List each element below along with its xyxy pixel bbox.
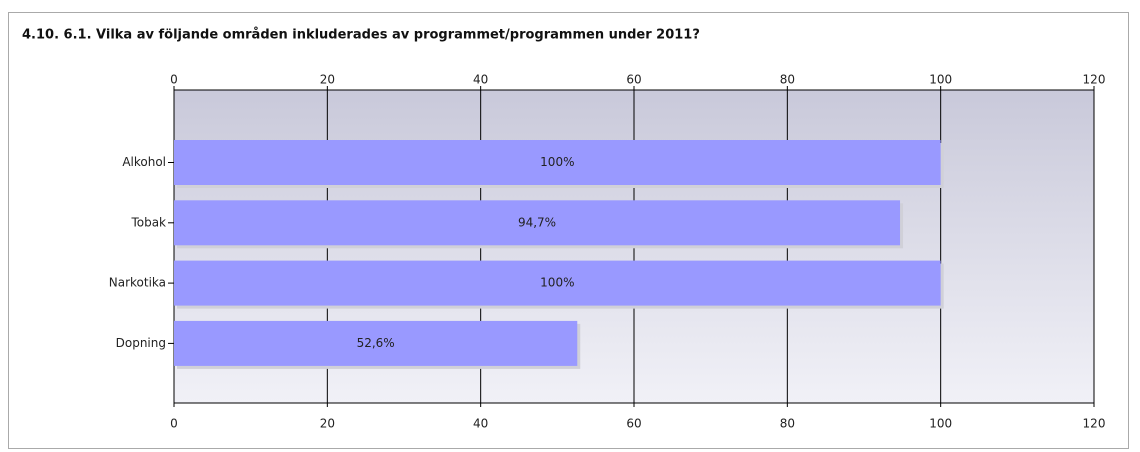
x-tick-label: 0 — [170, 73, 178, 87]
x-tick-label: 60 — [626, 417, 641, 431]
bar — [174, 260, 941, 306]
bar — [174, 140, 941, 185]
y-tick-label: Dopning — [116, 336, 166, 350]
y-tick-label: Alkohol — [122, 155, 166, 169]
value-label: 100% — [540, 276, 574, 290]
y-tick-label: Tobak — [130, 215, 166, 229]
x-tick-label: 80 — [780, 417, 795, 431]
x-tick-label: 100 — [929, 417, 952, 431]
x-tick-label: 20 — [320, 417, 335, 431]
x-tick-label: 100 — [929, 73, 952, 87]
x-tick-label: 120 — [1083, 417, 1106, 431]
value-label: 52,6% — [357, 336, 395, 350]
x-tick-label: 0 — [170, 417, 178, 431]
value-label: 94,7% — [518, 215, 556, 229]
x-tick-label: 40 — [473, 73, 488, 87]
x-tick-label: 120 — [1083, 73, 1106, 87]
chart-title: 4.10. 6.1. Vilka av följande områden ink… — [22, 28, 700, 43]
y-tick-label: Narkotika — [109, 276, 166, 290]
x-tick-label: 40 — [473, 417, 488, 431]
x-tick-label: 80 — [780, 73, 795, 87]
value-label: 100% — [540, 155, 574, 169]
x-tick-label: 60 — [626, 73, 641, 87]
x-tick-label: 20 — [320, 73, 335, 87]
bar — [174, 200, 901, 246]
bar — [174, 320, 578, 366]
